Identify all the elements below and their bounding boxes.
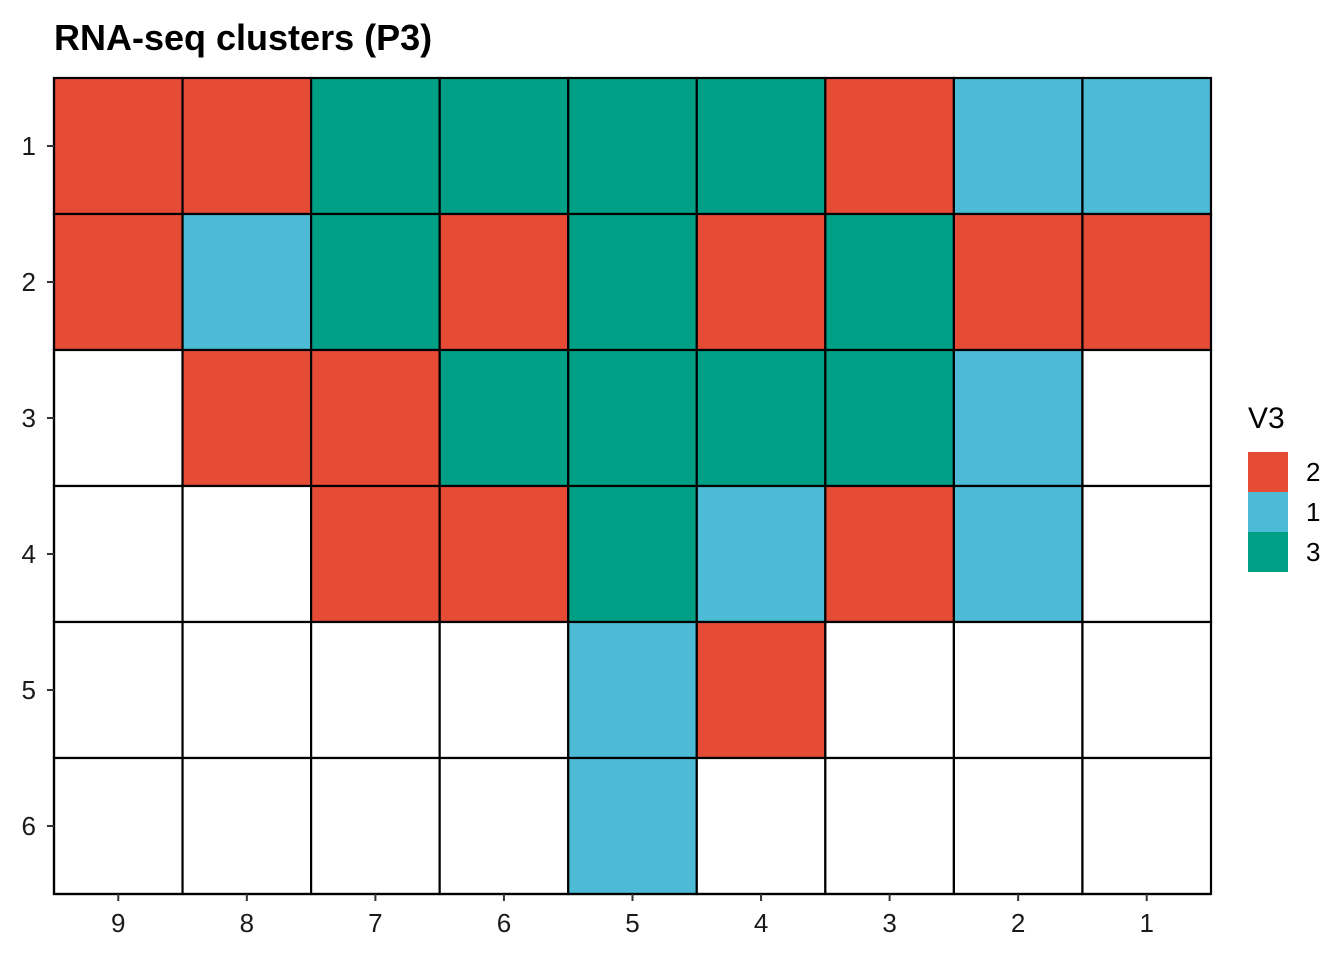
heatmap-cell [695,212,827,352]
heatmap-cell [52,348,184,488]
legend-swatch [1248,532,1288,572]
heatmap-cell [952,756,1084,896]
heatmap-cell [952,212,1084,352]
heatmap-cell [1081,484,1213,624]
heatmap-cell [567,484,698,624]
legend-label: 1 [1306,497,1320,527]
heatmap-cell [438,620,570,760]
x-tick-label: 7 [368,908,382,938]
heatmap-cell [824,484,955,624]
heatmap-cell [438,76,570,216]
heatmap-cell [952,348,1084,488]
heatmap-cell [438,212,570,352]
heatmap-cell [695,620,827,760]
heatmap-cell [824,620,955,760]
y-tick-label: 6 [22,811,36,841]
heatmap-cell [695,484,827,624]
heatmap-cell [1081,620,1213,760]
heatmap-cell [52,212,184,352]
x-tick-label: 9 [111,908,125,938]
heatmap-cell [952,76,1084,216]
heatmap-cell [181,212,313,352]
x-tick-label: 2 [1011,908,1025,938]
heatmap-cell [824,756,955,896]
heatmap-cell [567,620,698,760]
heatmap-cell [695,756,827,896]
heatmap-cell [310,756,441,896]
heatmap-cell [824,76,955,216]
x-tick-label: 1 [1139,908,1153,938]
heatmap-cell [52,756,184,896]
heatmap-cell [310,212,441,352]
x-tick-label: 6 [497,908,511,938]
x-tick-label: 4 [754,908,768,938]
heatmap-cell [695,76,827,216]
heatmap-cell [1081,76,1213,216]
legend-swatch [1248,452,1288,492]
heatmap-cell [824,348,955,488]
axes: 9 8 7 6 5 4 3 2 1 1 2 3 4 5 6 [22,78,1211,938]
heatmap-cell [567,212,698,352]
heatmap-cell [310,348,441,488]
y-tick-label: 1 [22,131,36,161]
heatmap-cell [52,620,184,760]
y-tick-label: 3 [22,403,36,433]
x-tick-label: 5 [625,908,639,938]
legend-title: V3 [1248,402,1285,435]
heatmap-cell [952,484,1084,624]
heatmap-cell [52,76,184,216]
heatmap-cell [310,76,441,216]
heatmap-cell [1081,756,1213,896]
heatmap-cell [438,348,570,488]
x-tick-label: 8 [240,908,254,938]
heatmap-cell [1081,348,1213,488]
legend: V3 2 1 3 [1248,402,1320,572]
heatmap-cell [567,348,698,488]
heatmap-cell [310,484,441,624]
heatmap-cell [1081,212,1213,352]
heatmap-cells [52,76,1213,896]
heatmap-cell [567,76,698,216]
heatmap-cell [438,756,570,896]
y-tick-label: 4 [22,539,36,569]
x-tick-label: 3 [882,908,896,938]
y-tick-label: 2 [22,267,36,297]
heatmap-cell [438,484,570,624]
heatmap-cell [567,756,698,896]
heatmap-cell [181,348,313,488]
chart-title: RNA-seq clusters (P3) [54,17,432,58]
heatmap-cell [181,484,313,624]
heatmap-cell [181,756,313,896]
legend-label: 3 [1306,537,1320,567]
y-tick-label: 5 [22,675,36,705]
heatmap-cell [824,212,955,352]
heatmap-cell [952,620,1084,760]
heatmap-cell [52,484,184,624]
legend-label: 2 [1306,457,1320,487]
heatmap-cell [181,620,313,760]
heatmap-cell [695,348,827,488]
legend-swatch [1248,492,1288,532]
heatmap-cell [181,76,313,216]
heatmap-cell [310,620,441,760]
